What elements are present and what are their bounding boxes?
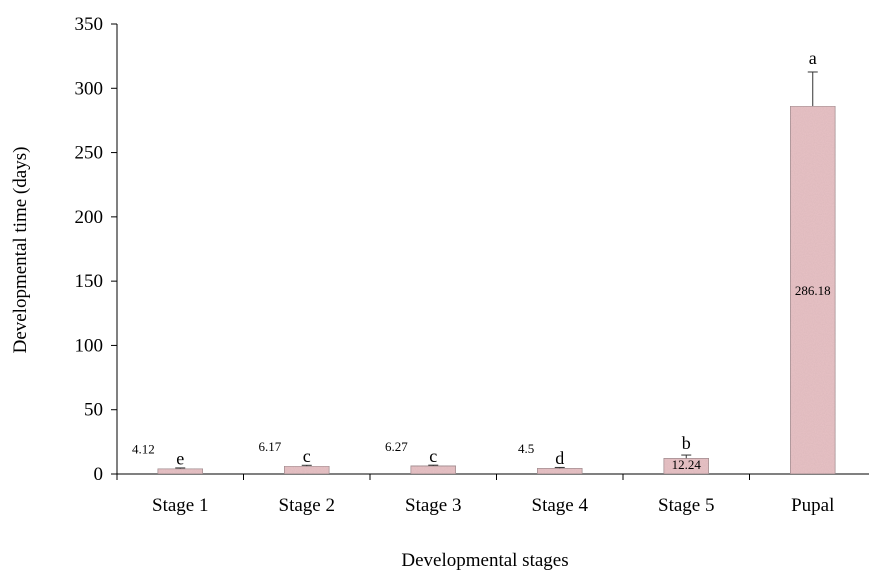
y-tick-label: 300 (75, 78, 104, 99)
y-tick-label: 100 (75, 335, 104, 356)
x-tick-label: Stage 4 (532, 495, 589, 516)
bar (789, 105, 836, 475)
x-axis-title: Developmental stages (401, 550, 568, 570)
y-tick-label: 0 (94, 464, 104, 485)
y-tick-label: 200 (75, 207, 104, 228)
x-tick-label: Stage 3 (405, 495, 461, 516)
data-label: 6.27 (385, 439, 408, 454)
data-label: 286.18 (795, 283, 831, 298)
data-label: 12.24 (672, 457, 702, 472)
y-axis: 0 50 100 150 200 250 300 350 (75, 14, 118, 485)
y-axis-title: Developmental time (days) (10, 147, 31, 354)
significance-letter: b (682, 433, 691, 453)
labels-group: Stage 1 4.12 e Stage 2 6.17 c Stage 3 6.27 c Stag… (132, 48, 834, 516)
significance-letter: a (809, 48, 817, 68)
y-tick-label: 350 (75, 14, 104, 35)
y-tick-label: 50 (84, 400, 103, 421)
x-tick-label: Pupal (791, 495, 834, 516)
data-label: 6.17 (259, 439, 282, 454)
x-tick-label: Stage 1 (152, 495, 208, 516)
bar (410, 465, 457, 475)
bar (536, 467, 583, 475)
x-tick-label: Stage 5 (658, 495, 714, 516)
significance-letter: c (429, 446, 437, 466)
bar (283, 465, 330, 475)
significance-letter: c (303, 446, 311, 466)
x-tick-label: Stage 2 (279, 495, 335, 516)
data-label: 4.5 (518, 441, 534, 456)
x-axis (116, 473, 869, 480)
y-tick-label: 250 (75, 143, 104, 164)
y-tick-label: 150 (75, 271, 104, 292)
data-label: 4.12 (132, 442, 155, 457)
significance-letter: e (176, 449, 184, 469)
significance-letter: d (555, 448, 564, 468)
bar (157, 468, 204, 475)
bars-group (157, 71, 836, 475)
